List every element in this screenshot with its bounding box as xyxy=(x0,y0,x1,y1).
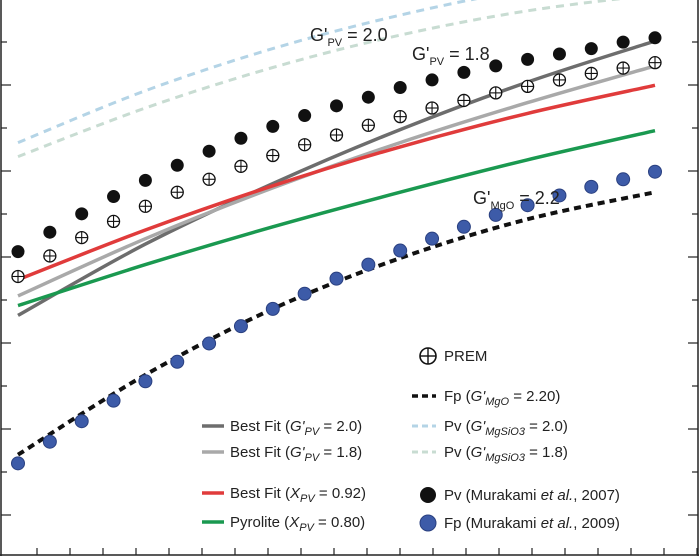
series-line-pyrolite xyxy=(17,128,656,308)
point-murakami-fp xyxy=(425,231,440,246)
point-murakami-pv xyxy=(75,207,89,221)
point-murakami-pv xyxy=(457,65,471,79)
point-murakami-fp xyxy=(648,164,662,179)
point-prem xyxy=(520,79,535,94)
point-prem xyxy=(266,148,280,163)
point-prem xyxy=(329,128,344,142)
point-murakami-pv xyxy=(489,59,503,73)
point-murakami-pv xyxy=(234,131,248,145)
point-murakami-pv xyxy=(107,190,121,204)
legend-fp-line-label: Fp (G'MgO = 2.20) xyxy=(444,388,560,408)
annotation-gpv-20: G'PV = 2.0 xyxy=(310,25,388,49)
point-prem xyxy=(202,172,216,186)
point-murakami-pv xyxy=(138,173,152,187)
point-murakami-fp xyxy=(233,319,248,334)
point-murakami-fp xyxy=(297,286,312,301)
point-murakami-fp xyxy=(361,257,376,272)
legend-pv18-label: Pv (G'MgSiO3 = 1.8) xyxy=(444,444,568,464)
series-line-pv_light_20 xyxy=(17,0,478,144)
legend: PREM Fp (G'MgO = 2.20) Best Fit (G'PV = … xyxy=(202,347,620,534)
point-prem xyxy=(584,66,598,81)
series-line-gpv20 xyxy=(17,39,656,317)
point-murakami-fp xyxy=(11,456,25,471)
point-murakami-pv xyxy=(330,99,343,113)
legend-pv-murakami-marker xyxy=(420,487,436,503)
point-murakami-pv xyxy=(425,73,439,87)
legend-pv20-label: Pv (G'MgSiO3 = 2.0) xyxy=(444,418,568,438)
legend-fp-murakami-marker xyxy=(419,514,437,532)
series-points xyxy=(11,31,662,471)
point-murakami-pv xyxy=(648,31,662,45)
point-murakami-pv xyxy=(521,52,535,66)
point-murakami-fp xyxy=(170,354,185,369)
point-prem xyxy=(234,159,248,173)
axis-ticks xyxy=(1,41,698,555)
legend-pyrolite-label: Pyrolite (XPV = 0.80) xyxy=(230,514,365,534)
point-murakami-fp xyxy=(329,271,344,286)
point-murakami-fp xyxy=(488,207,503,222)
point-prem xyxy=(425,101,439,115)
point-murakami-pv xyxy=(43,225,57,239)
point-murakami-pv xyxy=(266,119,280,133)
point-prem xyxy=(43,249,57,263)
point-murakami-fp xyxy=(265,301,280,316)
legend-prem-marker xyxy=(419,347,437,365)
point-murakami-fp xyxy=(138,374,153,389)
point-prem xyxy=(648,55,662,70)
point-murakami-fp xyxy=(202,336,217,351)
series-line-pv_light_18 xyxy=(17,0,622,159)
point-prem xyxy=(361,118,376,132)
point-murakami-pv xyxy=(170,158,184,172)
point-prem xyxy=(616,61,630,75)
point-prem xyxy=(11,269,25,284)
point-murakami-fp xyxy=(393,243,408,258)
point-prem xyxy=(489,86,503,100)
point-murakami-fp xyxy=(74,414,89,429)
point-murakami-pv xyxy=(584,42,598,56)
legend-best20-label: Best Fit (G'PV = 2.0) xyxy=(230,418,362,438)
point-murakami-fp xyxy=(584,179,599,194)
point-murakami-fp xyxy=(106,393,121,408)
point-murakami-pv xyxy=(361,90,375,104)
legend-fp-murakami-label: Fp (Murakami et al., 2009) xyxy=(444,515,620,532)
point-prem xyxy=(170,185,184,199)
point-prem xyxy=(297,138,312,152)
point-murakami-pv xyxy=(616,35,630,49)
point-prem xyxy=(457,93,471,108)
point-murakami-pv xyxy=(552,47,566,61)
annotation-gpv-18: G'PV = 1.8 xyxy=(412,44,490,68)
legend-bestxpv-label: Best Fit (XPV = 0.92) xyxy=(230,485,366,505)
legend-prem-label: PREM xyxy=(444,348,487,365)
point-murakami-fp xyxy=(520,198,535,213)
point-prem xyxy=(552,73,567,87)
point-murakami-fp xyxy=(456,219,471,234)
point-murakami-fp xyxy=(42,434,57,449)
annotation-gmgo: G'MgO = 2.2 xyxy=(473,188,560,212)
point-murakami-pv xyxy=(393,80,407,94)
point-murakami-fp xyxy=(552,188,567,203)
legend-pv-murakami-label: Pv (Murakami et al., 2007) xyxy=(444,487,620,504)
point-murakami-pv xyxy=(11,245,25,259)
point-prem xyxy=(75,230,89,245)
point-murakami-pv xyxy=(202,144,216,158)
point-prem xyxy=(138,199,153,213)
point-prem xyxy=(393,109,407,124)
series-line-fp_line xyxy=(16,190,656,457)
legend-best18-label: Best Fit (G'PV = 1.8) xyxy=(230,444,362,464)
point-prem xyxy=(106,214,121,229)
series-lines xyxy=(16,0,656,457)
point-murakami-fp xyxy=(616,172,631,187)
series-line-bestfit xyxy=(17,83,656,282)
point-murakami-pv xyxy=(298,109,312,123)
